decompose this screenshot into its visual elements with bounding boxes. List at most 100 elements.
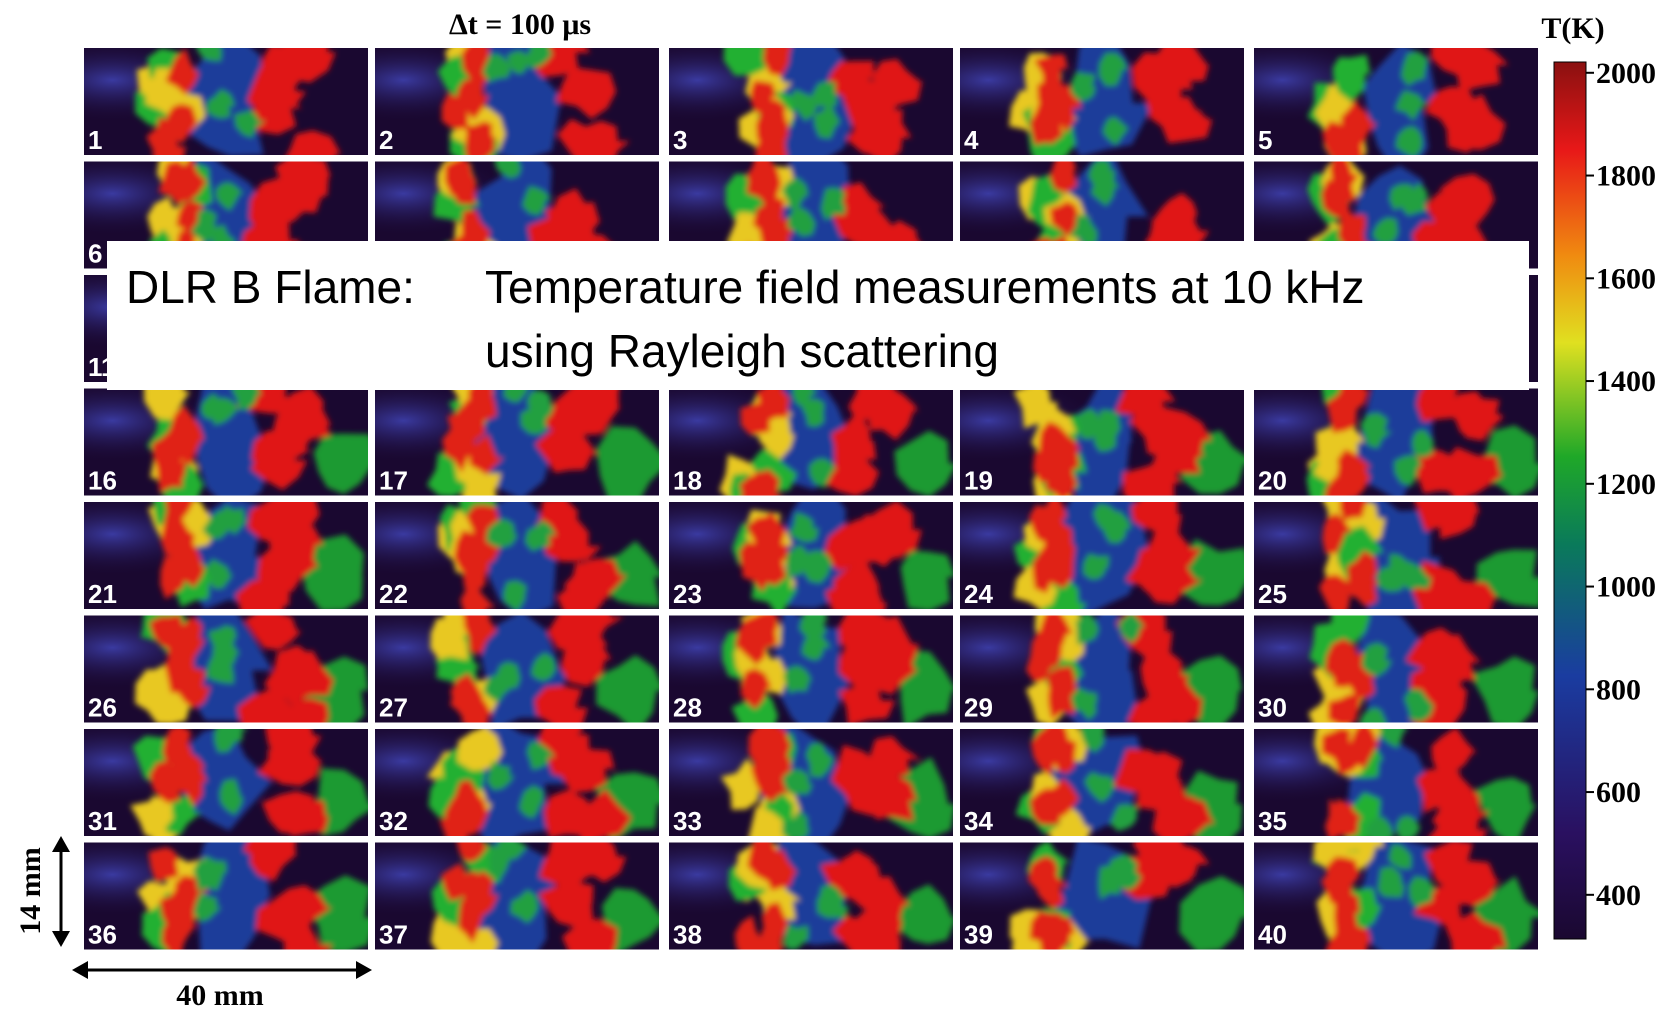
- flame-blob: [1035, 99, 1063, 144]
- flame-blob: [463, 615, 498, 654]
- frame-image: [1254, 388, 1538, 496]
- flame-blob: [460, 586, 496, 609]
- flame-blob: [833, 200, 895, 249]
- flame-blob: [510, 889, 539, 923]
- frame-number: 23: [673, 579, 702, 609]
- flame-blob: [457, 729, 504, 771]
- flame: [1314, 729, 1537, 836]
- flame-blob: [1396, 815, 1421, 836]
- frame-image: [960, 615, 1244, 723]
- frame-image: [84, 615, 368, 723]
- flame-blob: [265, 729, 322, 761]
- frame-image: [669, 842, 953, 950]
- flame-blob: [572, 561, 618, 607]
- flame-blob: [440, 816, 469, 836]
- flame-blob: [487, 760, 515, 790]
- flame-blob: [555, 66, 617, 120]
- flame-blob: [1152, 794, 1213, 836]
- flame-blob: [1395, 90, 1428, 121]
- flame-blob: [162, 729, 190, 768]
- flame-blob: [1394, 455, 1422, 487]
- flame-blob: [1425, 86, 1477, 130]
- flame-blob: [740, 668, 772, 710]
- flame-blob: [810, 81, 837, 107]
- flame-blob: [190, 209, 217, 244]
- flame-blob: [457, 842, 489, 863]
- flame-blob: [261, 48, 310, 94]
- frame: 1: [84, 48, 368, 155]
- flame-blob: [1407, 449, 1460, 494]
- flame-blob: [1365, 817, 1397, 836]
- flame: [1319, 502, 1538, 609]
- frame-number: 33: [673, 806, 702, 836]
- colorbar-tick-label: 600: [1596, 776, 1641, 809]
- flame-blob: [1331, 738, 1364, 776]
- flame-blob: [1475, 777, 1537, 836]
- flame-blob: [503, 388, 528, 403]
- colorbar-tick-label: 2000: [1596, 57, 1656, 90]
- flame-blob: [746, 164, 782, 209]
- flame-blob: [465, 125, 492, 155]
- flame-blob: [1144, 65, 1194, 111]
- flame-blob: [763, 48, 791, 77]
- flame-blob: [441, 92, 471, 130]
- frame: 2: [375, 48, 659, 155]
- flame-blob: [761, 902, 789, 946]
- flame-blob: [535, 430, 598, 473]
- flame: [135, 615, 368, 723]
- frame-number: 19: [964, 466, 993, 496]
- flame-blob: [1344, 107, 1377, 145]
- flame-blob: [789, 512, 819, 543]
- flame: [1009, 842, 1244, 950]
- flame-blob: [552, 616, 608, 672]
- frame: 16: [84, 388, 368, 496]
- flame-blob: [534, 685, 588, 723]
- flame-blob: [461, 48, 491, 88]
- flame-blob: [1380, 729, 1408, 748]
- flame-blob: [1389, 844, 1412, 869]
- frame-number: 18: [673, 466, 702, 496]
- frame: 17: [375, 388, 659, 496]
- flame: [728, 842, 953, 950]
- flame-blob: [1330, 137, 1364, 155]
- frame-grid: 1234567891011121314151617181920212223242…: [84, 48, 1538, 950]
- flame-blob: [1412, 561, 1466, 609]
- frame-number: 27: [379, 693, 408, 723]
- flame-blob: [817, 890, 850, 919]
- flame-blob: [217, 729, 249, 742]
- flame-blob: [1049, 201, 1080, 237]
- flame-blob: [897, 884, 953, 944]
- flame-blob: [1075, 408, 1100, 440]
- frame: 22: [375, 502, 659, 609]
- flame: [130, 729, 368, 836]
- flame-blob: [304, 875, 368, 950]
- flame-blob: [1048, 673, 1079, 720]
- flame-blob: [809, 458, 837, 489]
- flame-blob: [781, 177, 809, 213]
- flame-blob: [749, 805, 791, 836]
- flame-blob: [1347, 550, 1378, 599]
- flame-blob: [1070, 72, 1096, 101]
- flame-blob: [1328, 693, 1361, 723]
- frame: 23: [669, 502, 953, 609]
- frame-number: 5: [1258, 125, 1272, 155]
- frame: 40: [1254, 842, 1538, 950]
- frame-number: 38: [673, 920, 702, 950]
- frame: 3: [669, 48, 953, 155]
- flame-blob: [149, 760, 181, 804]
- flame-blob: [468, 388, 497, 421]
- flame-blob: [1469, 656, 1538, 723]
- frame: 24: [960, 502, 1244, 609]
- flame-blob: [1456, 920, 1507, 950]
- flame-blob: [1084, 772, 1115, 803]
- frame: 25: [1254, 502, 1538, 609]
- flame-blob: [526, 741, 556, 770]
- horizontal-scale-label: 40 mm: [176, 979, 263, 1012]
- flame-blob: [838, 674, 896, 723]
- flame-blob: [1037, 864, 1069, 910]
- flame-blob: [441, 740, 485, 794]
- frame-image: [84, 842, 368, 950]
- flame-blob: [1088, 161, 1115, 188]
- flame: [1008, 48, 1213, 155]
